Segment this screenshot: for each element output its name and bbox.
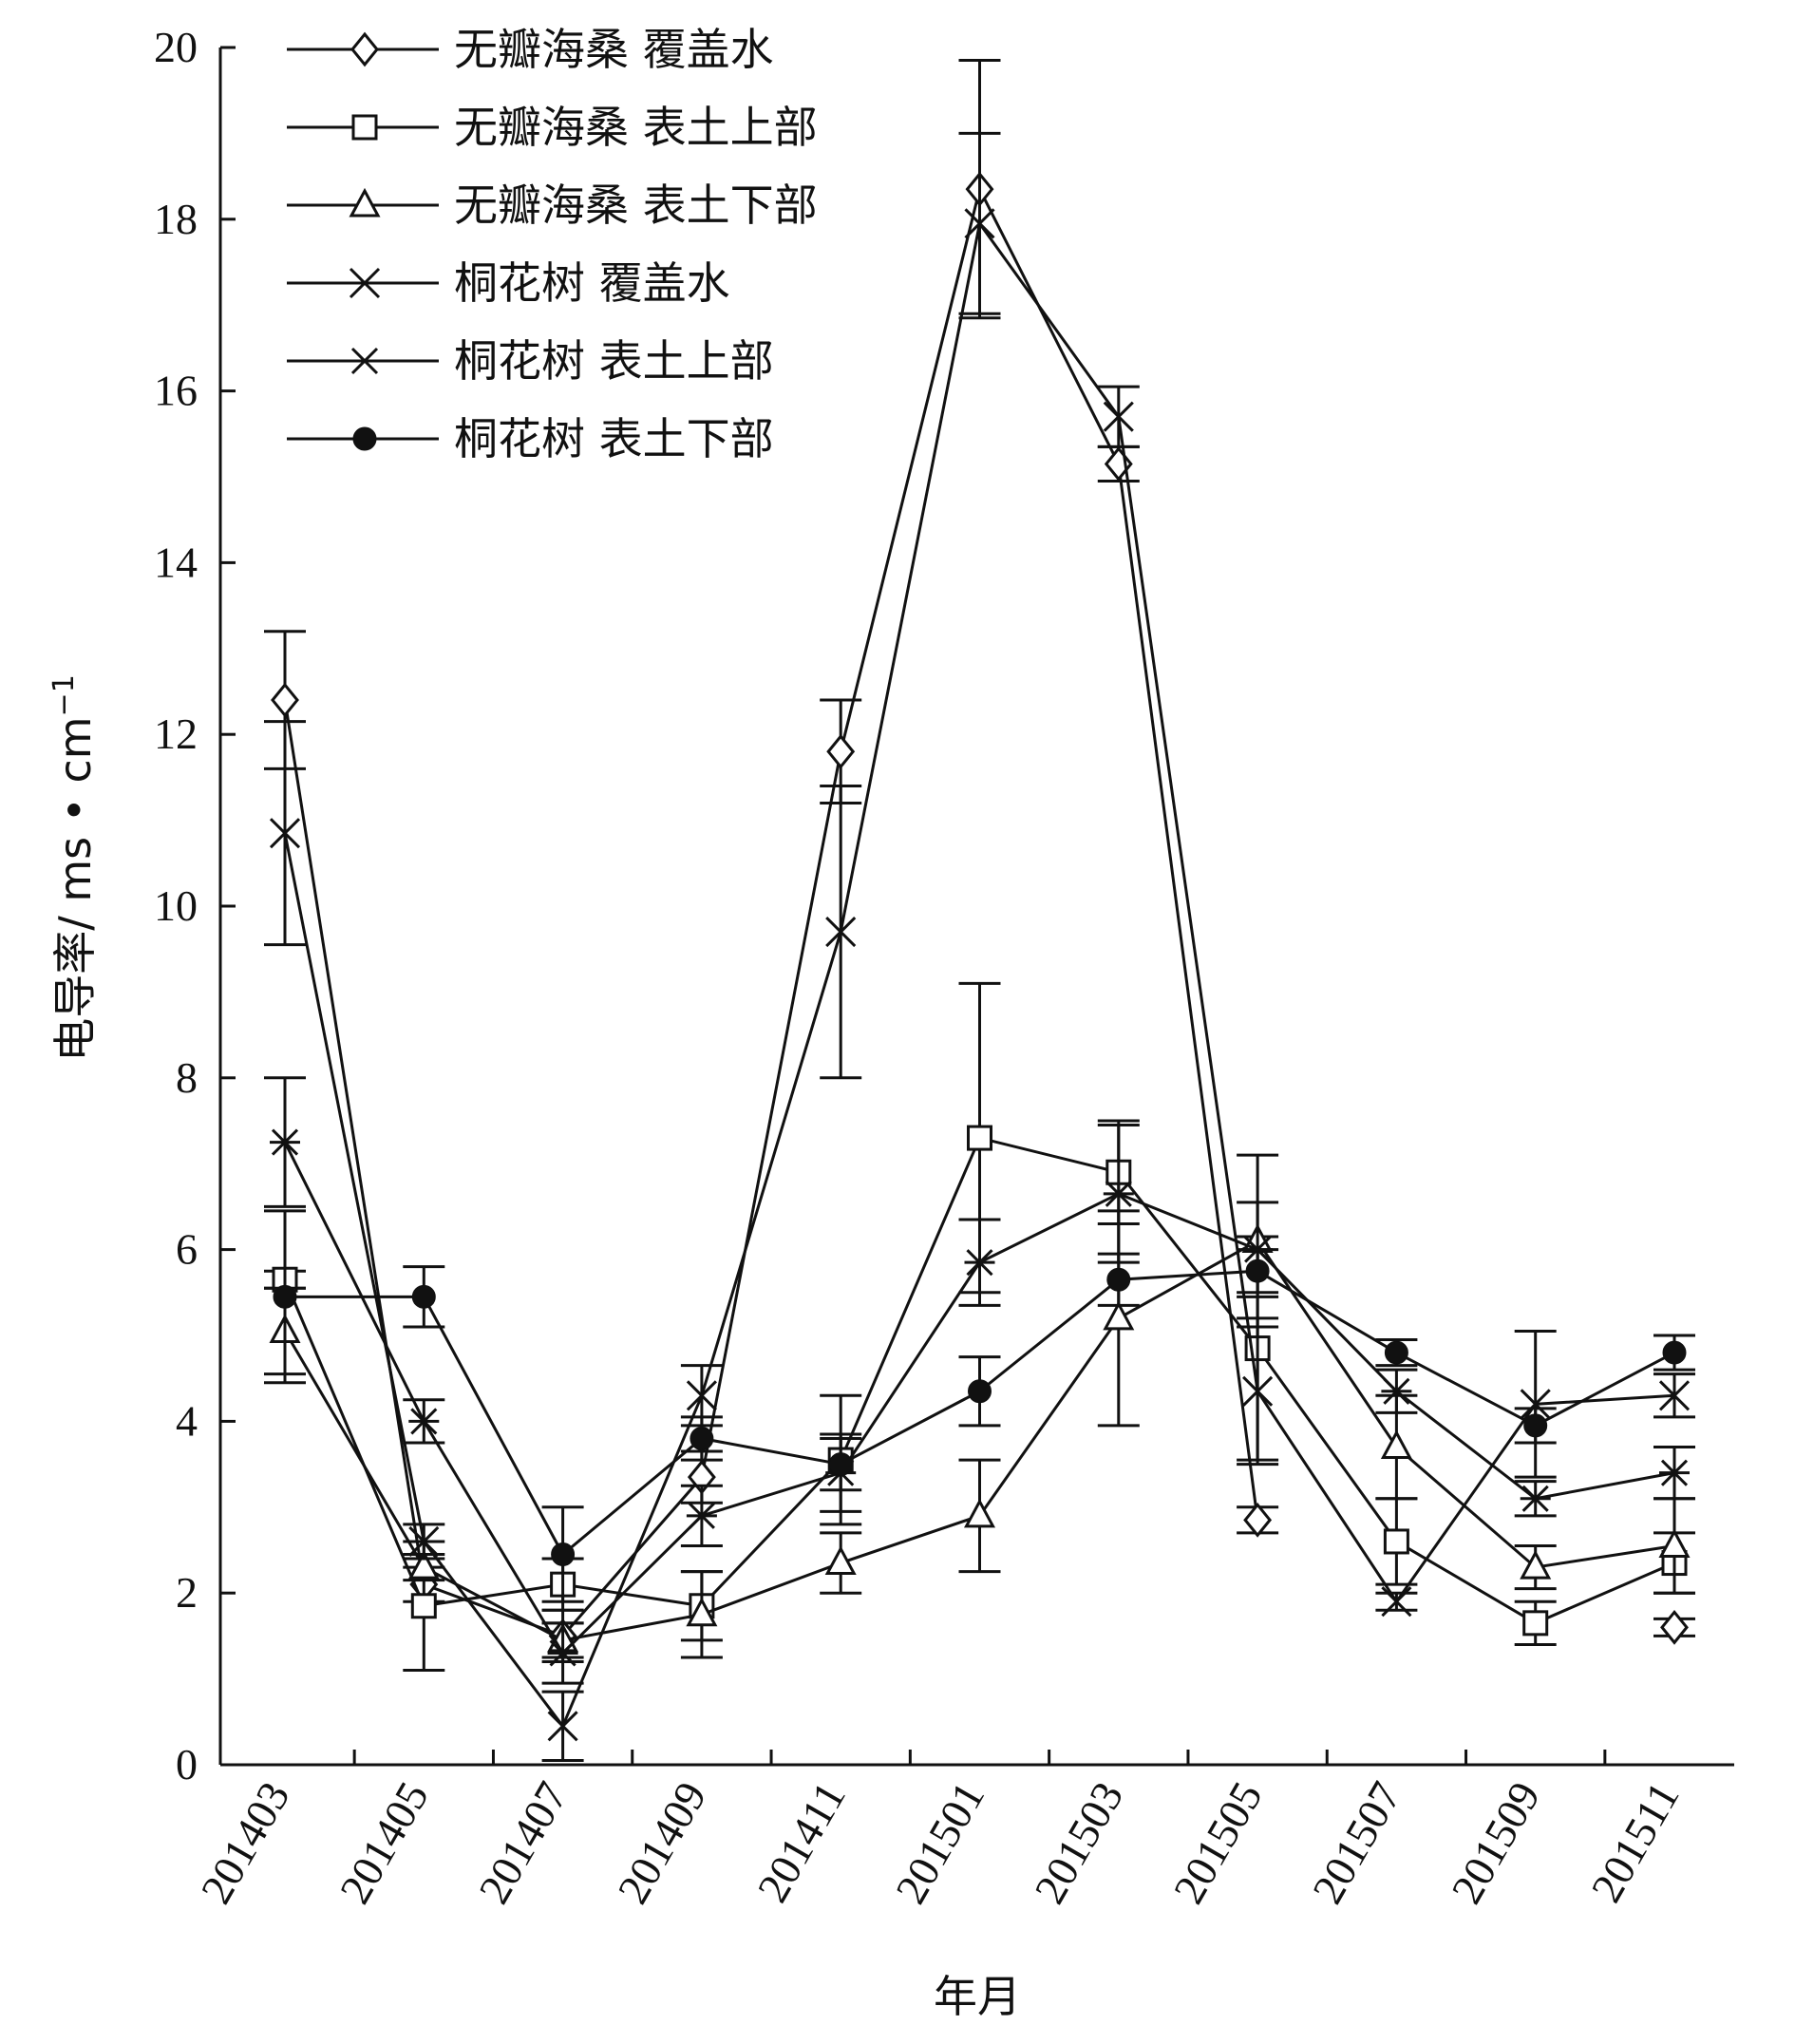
- data-point: [547, 1639, 578, 1667]
- data-point: [270, 1128, 300, 1156]
- y-tick-label: 6: [176, 1225, 198, 1274]
- y-axis-title-main: 电导率/ ms • cm: [49, 716, 101, 1061]
- axes: 0 2 4 6 8 10 12 14 16 18 20 201403 201405 201407 20140…: [154, 23, 1734, 1912]
- y-tick-label: 2: [176, 1568, 198, 1617]
- data-point: [686, 1597, 718, 1627]
- data-point: [411, 1284, 436, 1309]
- legend-marker: [349, 187, 381, 218]
- x-tick-label-201405: 201405: [331, 1774, 438, 1912]
- legend-entry-1: 无瓣海桑 表土上部: [287, 102, 818, 153]
- data-point: [1245, 1259, 1270, 1283]
- svg-text:电导率/ ms • cm−1: 电导率/ ms • cm−1: [47, 674, 101, 1062]
- legend-marker: [350, 347, 380, 375]
- data-point: [1658, 1528, 1691, 1558]
- x-tick-label-201403: 201403: [191, 1774, 298, 1912]
- data-point: [1381, 1586, 1412, 1618]
- x-tick-label-201501: 201501: [886, 1774, 993, 1912]
- data-point: [1660, 1609, 1689, 1645]
- data-point: [271, 682, 299, 718]
- data-point: [1103, 1300, 1135, 1331]
- data-point: [964, 1249, 995, 1277]
- data-point: [408, 1408, 440, 1435]
- y-axis-title: 电导率/ ms • cm−1: [47, 674, 101, 1062]
- data-point: [826, 733, 856, 769]
- legend-label: 桐花树 覆盖水: [454, 257, 730, 309]
- data-point: [551, 1542, 576, 1567]
- x-tick-label-201503: 201503: [1025, 1774, 1132, 1912]
- data-point: [968, 1379, 992, 1404]
- data-point: [967, 1125, 992, 1151]
- legend-entry-5: 桐花树 表土下部: [287, 413, 774, 464]
- legend-label: 无瓣海桑 覆盖水: [454, 24, 774, 75]
- x-tick-label-201505: 201505: [1164, 1774, 1272, 1912]
- data-point: [1523, 1413, 1548, 1438]
- x-tick-label-201409: 201409: [608, 1774, 715, 1912]
- series-5: [264, 1209, 1695, 1603]
- data-point: [963, 1498, 996, 1528]
- legend-marker: [352, 426, 377, 451]
- series-3: [264, 131, 1695, 1762]
- data-point: [408, 1525, 440, 1558]
- x-axis-title: 年月: [934, 1971, 1021, 2022]
- y-tick-label: 8: [176, 1053, 198, 1102]
- data-point: [1383, 1528, 1409, 1555]
- data-point: [547, 1711, 578, 1742]
- y-tick-label: 14: [154, 538, 198, 586]
- data-point: [825, 917, 857, 948]
- legend-marker: [351, 114, 378, 141]
- data-point: [824, 1545, 857, 1576]
- data-point: [828, 1452, 853, 1477]
- legend-entry-2: 无瓣海桑 表土下部: [287, 180, 818, 231]
- data-point: [273, 1284, 297, 1309]
- y-tick-label: 10: [154, 881, 198, 930]
- data-point: [686, 1502, 717, 1529]
- legend-entry-0: 无瓣海桑 覆盖水: [287, 24, 774, 75]
- data-point: [1381, 1377, 1412, 1405]
- x-tick-label-201509: 201509: [1442, 1774, 1549, 1912]
- series-4: [264, 1076, 1695, 1685]
- data-point: [1522, 1610, 1549, 1637]
- x-tick-label-201407: 201407: [469, 1774, 576, 1912]
- data-point: [1520, 1549, 1552, 1580]
- y-tick-label: 12: [154, 710, 198, 758]
- data-point: [1103, 1180, 1134, 1207]
- data-point: [1662, 1340, 1687, 1365]
- data-point: [690, 1426, 714, 1450]
- y-tick-label: 20: [154, 23, 198, 71]
- y-tick-label: 16: [154, 367, 198, 415]
- data-point: [1243, 1502, 1273, 1538]
- legend-entry-3: 桐花树 覆盖水: [287, 257, 730, 309]
- data-point: [1103, 401, 1134, 432]
- data-point: [1380, 1429, 1412, 1460]
- y-tick-label: 18: [154, 195, 198, 243]
- data-point: [407, 1549, 440, 1580]
- legend-entry-4: 桐花树 表土上部: [287, 335, 774, 387]
- y-axis-title-sup: −1: [47, 674, 81, 716]
- legend-marker: [350, 31, 379, 67]
- data-point: [964, 208, 995, 239]
- data-point: [1242, 1375, 1274, 1407]
- legend-label: 桐花树 表土上部: [454, 335, 774, 387]
- data-point: [1520, 1485, 1551, 1512]
- x-tick-label-201411: 201411: [748, 1774, 855, 1911]
- data-point: [686, 1380, 717, 1411]
- data-point: [269, 818, 301, 849]
- data-point: [1520, 1389, 1551, 1420]
- x-tick-label-201507: 201507: [1303, 1774, 1410, 1912]
- y-tick-label: 4: [176, 1396, 198, 1445]
- data-point: [1384, 1340, 1408, 1365]
- data-point: [1658, 1380, 1691, 1411]
- legend-label: 无瓣海桑 表土上部: [454, 102, 818, 153]
- data-point: [1659, 1459, 1690, 1486]
- plot-area: [264, 59, 1695, 1762]
- data-point: [410, 1593, 437, 1619]
- legend-label: 无瓣海桑 表土下部: [454, 180, 818, 231]
- y-tick-label: 0: [176, 1740, 198, 1788]
- x-tick-label-201511: 201511: [1581, 1774, 1688, 1911]
- data-point: [1106, 1267, 1131, 1292]
- legend-marker: [349, 267, 381, 299]
- legend-label: 桐花树 表土下部: [454, 413, 774, 464]
